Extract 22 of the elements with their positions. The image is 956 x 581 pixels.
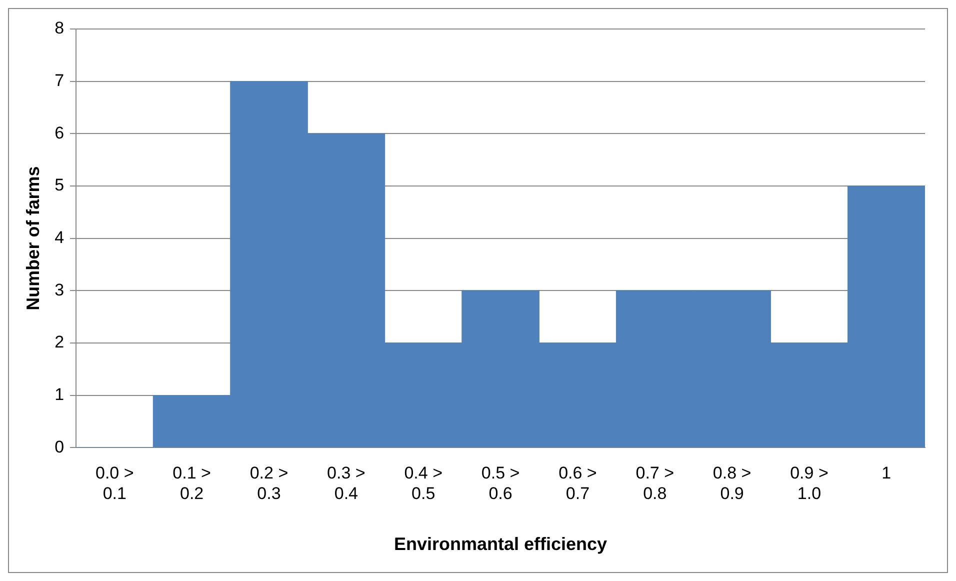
x-tick-label: 0.1 > 0.2 [172, 463, 212, 503]
y-tick-label: 5 [54, 176, 64, 195]
x-tick-label: 0.2 > 0.3 [250, 463, 288, 503]
x-tick-label: 0.0 > 0.1 [95, 463, 134, 503]
x-axis-title: Environmantal efficiency [394, 534, 608, 554]
y-tick-label: 1 [54, 384, 64, 404]
x-tick-label: 0.4 > 0.5 [404, 463, 443, 503]
y-tick-label: 3 [54, 280, 64, 300]
x-tick-label: 0.6 > 0.7 [558, 463, 597, 503]
y-tick-label: 2 [54, 332, 64, 352]
y-tick-label: 0 [54, 437, 64, 456]
y-tick-label: 6 [54, 123, 64, 142]
y-tick-label: 4 [54, 228, 64, 247]
x-tick-label: 0.5 > 0.6 [481, 463, 520, 503]
x-tick-label: 0.8 > 0.9 [712, 463, 752, 503]
y-tick-label: 8 [54, 18, 64, 38]
y-tick-label: 7 [54, 71, 64, 90]
x-tick-label: 1 [882, 463, 892, 482]
x-tick-label: 0.3 > 0.4 [327, 463, 366, 503]
x-tick-label: 0.7 > 0.8 [636, 463, 674, 503]
y-axis-title: Number of farms [22, 166, 43, 310]
x-tick-label: 0.9 > 1.0 [790, 463, 828, 503]
